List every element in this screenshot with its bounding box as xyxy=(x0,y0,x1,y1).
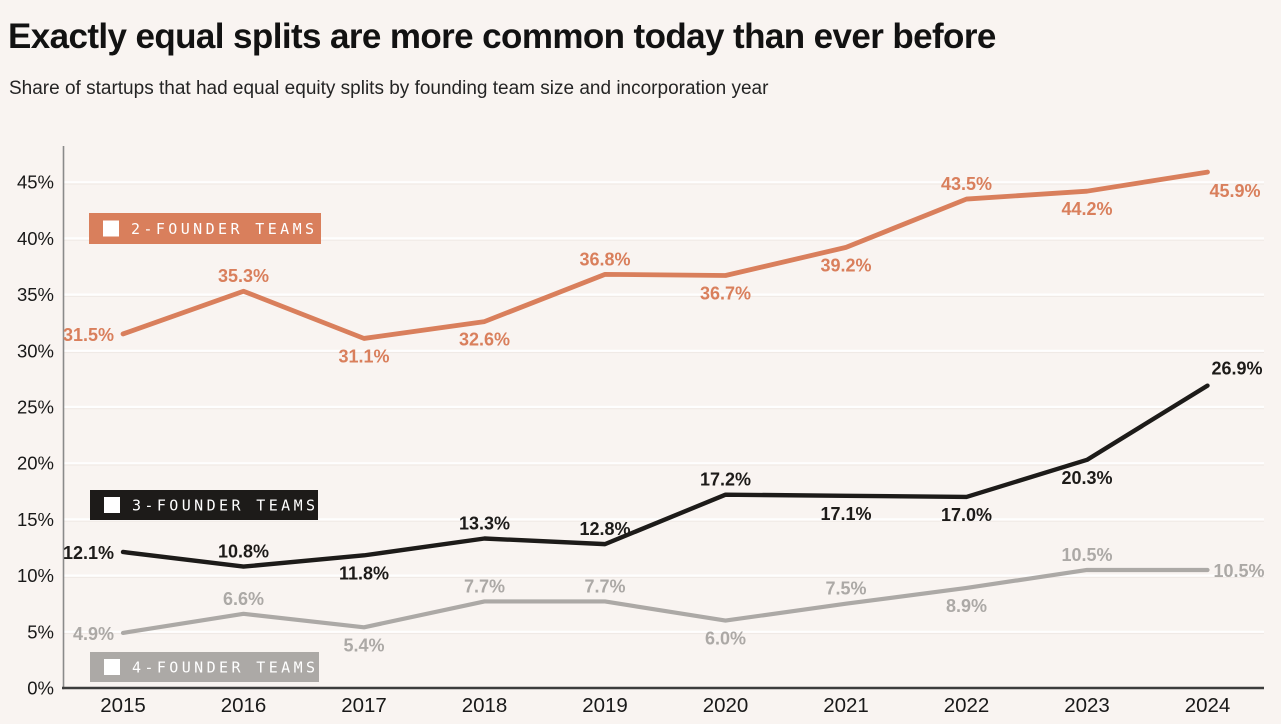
legend-swatch-icon xyxy=(103,220,119,237)
data-label-2-founder-teams: 35.3% xyxy=(218,266,269,286)
data-label-3-founder-teams: 17.1% xyxy=(820,504,871,524)
data-label-2-founder-teams: 36.7% xyxy=(700,283,751,303)
data-label-2-founder-teams: 45.9% xyxy=(1210,181,1261,201)
x-axis-tick-label: 2020 xyxy=(703,694,749,717)
y-axis-tick-label: 35% xyxy=(17,284,54,305)
x-axis-tick-label: 2017 xyxy=(341,694,387,717)
data-label-2-founder-teams: 32.6% xyxy=(459,330,510,350)
data-label-2-founder-teams: 43.5% xyxy=(941,174,992,194)
x-axis-tick-label: 2019 xyxy=(582,694,628,717)
y-axis-tick-label: 25% xyxy=(17,397,54,418)
data-label-4-founder-teams: 7.7% xyxy=(584,576,625,596)
y-axis-tick-label: 15% xyxy=(17,509,54,530)
data-label-3-founder-teams: 13.3% xyxy=(459,514,510,534)
data-label-4-founder-teams: 10.5% xyxy=(1214,561,1265,581)
y-axis-tick-label: 10% xyxy=(17,565,54,586)
x-axis-tick-label: 2024 xyxy=(1185,694,1231,717)
y-axis-tick-label: 40% xyxy=(17,228,54,249)
legend-box-4-founder-teams xyxy=(90,652,319,682)
data-label-2-founder-teams: 31.1% xyxy=(338,346,389,366)
data-label-3-founder-teams: 17.0% xyxy=(941,505,992,525)
legend-label-4-founder-teams: 4-FOUNDER TEAMS xyxy=(132,659,318,677)
data-label-3-founder-teams: 12.1% xyxy=(63,543,114,563)
series-line-2-founder-teams xyxy=(120,169,1210,341)
data-label-4-founder-teams: 8.9% xyxy=(946,596,987,616)
series-line-4-founder-teams xyxy=(120,567,1210,636)
data-label-4-founder-teams: 6.0% xyxy=(705,629,746,649)
legend-label-2-founder-teams: 2-FOUNDER TEAMS xyxy=(131,220,317,238)
data-label-4-founder-teams: 7.7% xyxy=(464,576,505,596)
data-label-4-founder-teams: 4.9% xyxy=(73,624,114,644)
series-line-3-founder-teams xyxy=(120,383,1210,569)
x-axis-tick-label: 2022 xyxy=(944,694,990,717)
chart-subtitle: Share of startups that had equal equity … xyxy=(9,78,769,99)
y-axis-tick-label: 30% xyxy=(17,340,54,361)
x-axis-tick-label: 2023 xyxy=(1064,694,1110,717)
x-axis-tick-label: 2016 xyxy=(221,694,267,717)
data-label-2-founder-teams: 39.2% xyxy=(820,255,871,275)
data-label-3-founder-teams: 10.8% xyxy=(218,542,269,562)
legend-label-3-founder-teams: 3-FOUNDER TEAMS xyxy=(132,497,318,515)
data-label-4-founder-teams: 10.5% xyxy=(1061,545,1112,565)
chart-title: Exactly equal splits are more common tod… xyxy=(8,17,996,56)
legend-box-2-founder-teams xyxy=(89,213,321,244)
data-label-2-founder-teams: 31.5% xyxy=(63,325,114,345)
data-label-4-founder-teams: 6.6% xyxy=(223,589,264,609)
data-label-3-founder-teams: 11.8% xyxy=(339,563,389,583)
data-label-3-founder-teams: 26.9% xyxy=(1212,359,1263,379)
data-label-4-founder-teams: 5.4% xyxy=(343,635,384,655)
data-label-4-founder-teams: 7.5% xyxy=(825,579,866,599)
data-label-2-founder-teams: 44.2% xyxy=(1061,199,1112,219)
y-axis-tick-label: 45% xyxy=(17,172,54,193)
data-label-2-founder-teams: 36.8% xyxy=(579,249,630,269)
data-label-3-founder-teams: 17.2% xyxy=(700,470,751,490)
y-axis-tick-label: 5% xyxy=(27,621,54,642)
x-axis-tick-label: 2021 xyxy=(823,694,869,717)
legend-swatch-icon xyxy=(104,659,120,675)
x-axis-tick-label: 2018 xyxy=(462,694,508,717)
x-axis-tick-label: 2015 xyxy=(100,694,146,717)
y-axis-tick-label: 0% xyxy=(27,678,54,699)
data-label-3-founder-teams: 20.3% xyxy=(1061,468,1112,488)
y-axis-tick-label: 20% xyxy=(17,453,54,474)
data-label-3-founder-teams: 12.8% xyxy=(579,519,630,539)
legend-swatch-icon xyxy=(104,497,120,513)
legend-box-3-founder-teams xyxy=(90,490,318,520)
